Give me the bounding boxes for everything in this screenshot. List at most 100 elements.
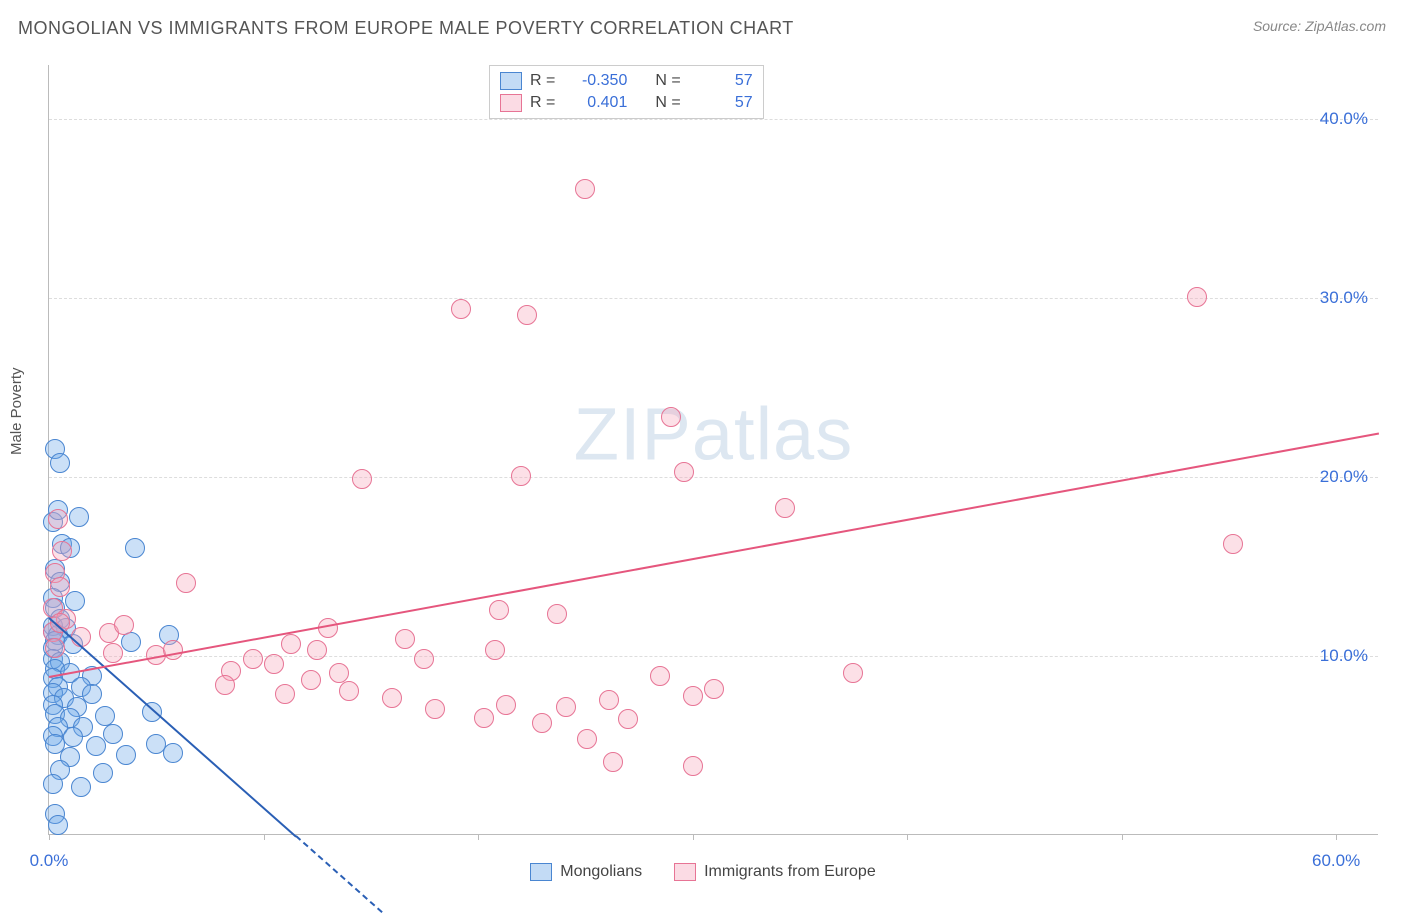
data-point xyxy=(547,604,567,624)
y-tick-label: 30.0% xyxy=(1320,288,1368,308)
chart-title: MONGOLIAN VS IMMIGRANTS FROM EUROPE MALE… xyxy=(18,18,794,39)
gridline-h xyxy=(49,119,1378,120)
data-point xyxy=(352,469,372,489)
y-tick-label: 20.0% xyxy=(1320,467,1368,487)
x-tick xyxy=(1122,834,1123,840)
data-point xyxy=(114,615,134,635)
data-point xyxy=(556,697,576,717)
r-value: -0.350 xyxy=(563,72,627,90)
data-point xyxy=(618,709,638,729)
data-point xyxy=(414,649,434,669)
data-point xyxy=(474,708,494,728)
data-point xyxy=(281,634,301,654)
scatter-plot: ZIPatlas R =-0.350N =57R =0.401N =57 10.… xyxy=(48,65,1378,835)
data-point xyxy=(125,538,145,558)
legend-swatch xyxy=(500,94,522,112)
legend-swatch xyxy=(530,863,552,881)
plot-area: Male Poverty ZIPatlas R =-0.350N =57R =0… xyxy=(0,55,1406,892)
data-point xyxy=(532,713,552,733)
x-tick xyxy=(907,834,908,840)
x-tick xyxy=(264,834,265,840)
data-point xyxy=(71,627,91,647)
data-point xyxy=(1223,534,1243,554)
data-point xyxy=(603,752,623,772)
data-point xyxy=(43,774,63,794)
data-point xyxy=(142,702,162,722)
data-point xyxy=(93,763,113,783)
data-point xyxy=(661,407,681,427)
y-tick-label: 40.0% xyxy=(1320,109,1368,129)
x-tick xyxy=(1336,834,1337,840)
data-point xyxy=(577,729,597,749)
data-point xyxy=(307,640,327,660)
legend-item: Immigrants from Europe xyxy=(674,863,876,881)
legend-item: Mongolians xyxy=(530,863,642,881)
data-point xyxy=(485,640,505,660)
data-point xyxy=(329,663,349,683)
data-point xyxy=(50,577,70,597)
legend-series: Mongolians Immigrants from Europe xyxy=(0,863,1406,886)
data-point xyxy=(116,745,136,765)
n-label: N = xyxy=(655,72,680,90)
data-point xyxy=(775,498,795,518)
legend-swatch xyxy=(674,863,696,881)
data-point xyxy=(339,681,359,701)
legend-stats-row: R = 0.401 N = 57 xyxy=(500,92,753,114)
data-point xyxy=(48,509,68,529)
n-label: N = xyxy=(655,94,680,112)
legend-stats-box: R = -0.350 N = 57 R = 0.401 N = 57 xyxy=(489,65,764,119)
data-point xyxy=(517,305,537,325)
data-point xyxy=(674,462,694,482)
legend-label: Immigrants from Europe xyxy=(704,863,876,881)
data-point xyxy=(52,541,72,561)
data-point xyxy=(121,632,141,652)
gridline-h xyxy=(49,477,1378,478)
data-point xyxy=(704,679,724,699)
data-point xyxy=(63,727,83,747)
data-point xyxy=(215,675,235,695)
source-attribution: Source: ZipAtlas.com xyxy=(1253,18,1386,34)
data-point xyxy=(65,591,85,611)
data-point xyxy=(243,649,263,669)
data-point xyxy=(71,777,91,797)
data-point xyxy=(69,507,89,527)
data-point xyxy=(275,684,295,704)
data-point xyxy=(451,299,471,319)
data-point xyxy=(425,699,445,719)
gridline-h xyxy=(49,298,1378,299)
x-tick xyxy=(693,834,694,840)
data-point xyxy=(382,688,402,708)
data-point xyxy=(683,756,703,776)
data-point xyxy=(48,815,68,835)
legend-label: Mongolians xyxy=(560,863,642,881)
data-point xyxy=(1187,287,1207,307)
r-label: R = xyxy=(530,72,555,90)
data-point xyxy=(264,654,284,674)
data-point xyxy=(163,743,183,763)
r-value: 0.401 xyxy=(563,94,627,112)
data-point xyxy=(599,690,619,710)
data-point xyxy=(683,686,703,706)
x-tick xyxy=(49,834,50,840)
data-point xyxy=(843,663,863,683)
y-axis-label: Male Poverty xyxy=(8,367,25,455)
n-value: 57 xyxy=(689,72,753,90)
legend-stats-row: R = -0.350 N = 57 xyxy=(500,70,753,92)
data-point xyxy=(103,643,123,663)
data-point xyxy=(496,695,516,715)
data-point xyxy=(45,638,65,658)
header: MONGOLIAN VS IMMIGRANTS FROM EUROPE MALE… xyxy=(0,0,1406,48)
y-tick-label: 10.0% xyxy=(1320,646,1368,666)
data-point xyxy=(395,629,415,649)
n-value: 57 xyxy=(689,94,753,112)
r-label: R = xyxy=(530,94,555,112)
data-point xyxy=(650,666,670,686)
data-point xyxy=(489,600,509,620)
legend-swatch xyxy=(500,72,522,90)
data-point xyxy=(50,453,70,473)
trend-line xyxy=(49,432,1379,678)
x-tick xyxy=(478,834,479,840)
data-point xyxy=(86,736,106,756)
data-point xyxy=(176,573,196,593)
data-point xyxy=(163,640,183,660)
